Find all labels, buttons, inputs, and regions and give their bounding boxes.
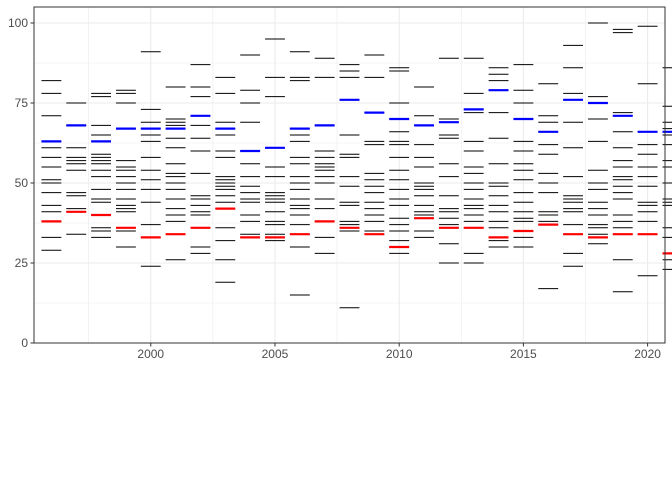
y-axis-ticks — [30, 22, 34, 344]
x-axis-labels: 2000 2005 2010 2015 2020 — [137, 347, 661, 361]
panel-border — [33, 6, 666, 344]
x-axis-ticks — [150, 343, 649, 347]
y-tick-label: 25 — [15, 256, 29, 270]
data-marks — [41, 22, 672, 309]
x-tick-label: 2000 — [137, 347, 164, 361]
y-tick-label: 0 — [21, 336, 28, 350]
y-axis-labels: 0 25 50 75 100 — [8, 16, 28, 350]
y-tick-label: 50 — [15, 176, 29, 190]
y-tick-label: 100 — [8, 16, 28, 30]
x-tick-label: 2015 — [510, 347, 537, 361]
x-tick-label: 2020 — [634, 347, 661, 361]
y-tick-label: 75 — [15, 96, 29, 110]
x-tick-label: 2005 — [262, 347, 289, 361]
minor-gridlines — [34, 7, 665, 343]
x-tick-label: 2010 — [386, 347, 413, 361]
